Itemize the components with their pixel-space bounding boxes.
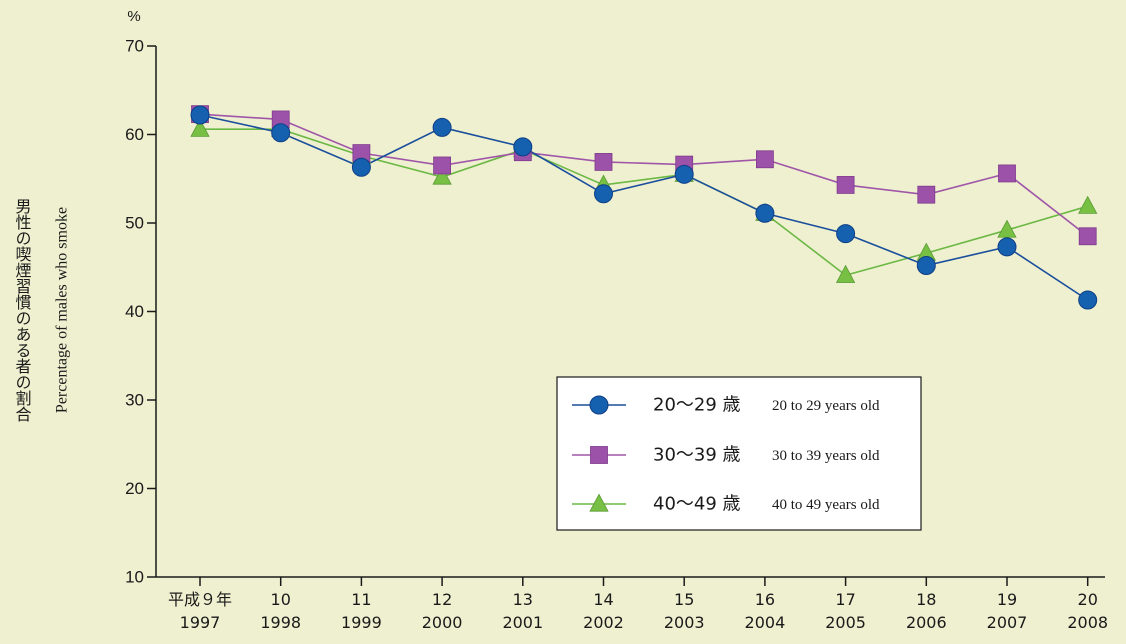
data-point-square bbox=[1078, 227, 1097, 246]
data-point-circle bbox=[916, 255, 936, 275]
legend-label-jp: 30〜39 歳 bbox=[653, 445, 741, 466]
x-tick-label-era: 10 bbox=[271, 590, 291, 609]
legend-label-en: 40 to 49 years old bbox=[772, 497, 880, 513]
legend-marker-circle bbox=[589, 395, 609, 415]
legend-label-jp: 40〜49 歳 bbox=[653, 494, 741, 515]
data-point-circle bbox=[755, 203, 775, 223]
x-tick-label-era: 14 bbox=[593, 590, 613, 609]
data-point-triangle bbox=[1078, 195, 1098, 214]
x-tick-label-year: 2000 bbox=[422, 613, 463, 632]
data-point-square bbox=[998, 164, 1016, 183]
x-tick-label-year: 2001 bbox=[502, 613, 543, 632]
data-point-square bbox=[917, 185, 936, 204]
x-tick-label-year: 1998 bbox=[260, 613, 301, 632]
x-ticks: 平成９年 1997 10 1998 11 1999 12 2000 13 2001 14 2002 15… bbox=[168, 577, 1108, 632]
y-tick-label: 40 bbox=[125, 302, 144, 321]
y-tick-label: 70 bbox=[125, 37, 144, 56]
x-tick-label-year: 2002 bbox=[583, 613, 624, 632]
legend-marker-square bbox=[590, 446, 608, 464]
x-tick-label-era: 17 bbox=[835, 590, 855, 609]
y-tick-label: 50 bbox=[125, 214, 144, 233]
x-tick-label-era: 15 bbox=[674, 590, 694, 609]
y-axis-title-jp: 男性の喫煙習慣のある者の割合 bbox=[13, 198, 32, 422]
data-point-circle bbox=[190, 105, 210, 125]
x-tick-label-era: 平成９年 bbox=[168, 590, 232, 609]
x-tick-label-year: 2003 bbox=[664, 613, 705, 632]
x-tick-label-era: 20 bbox=[1078, 590, 1098, 609]
y-tick-label: 20 bbox=[125, 479, 144, 498]
x-tick-label-era: 18 bbox=[916, 590, 936, 609]
data-point-circle bbox=[836, 224, 856, 244]
data-point-triangle bbox=[835, 264, 856, 283]
data-point-square bbox=[756, 150, 774, 169]
x-tick-label-year: 2008 bbox=[1067, 613, 1108, 632]
x-tick-label-era: 11 bbox=[351, 590, 371, 609]
x-tick-label-year: 2007 bbox=[987, 613, 1028, 632]
data-point-triangle bbox=[190, 118, 210, 137]
legend-entries: 20〜29 歳 20 to 29 years old 30〜39 歳 30 to 39… bbox=[572, 395, 880, 515]
x-tick-label-era: 16 bbox=[755, 590, 775, 609]
data-point-circle bbox=[351, 157, 371, 177]
x-tick-label-year: 2004 bbox=[745, 613, 786, 632]
data-point-circle bbox=[674, 164, 694, 184]
y-axis-title-en: Percentage of males who smoke bbox=[54, 207, 71, 413]
data-point-circle bbox=[997, 237, 1017, 257]
legend-marker-triangle bbox=[589, 493, 609, 512]
data-point-square bbox=[433, 156, 452, 175]
data-point-triangle bbox=[432, 166, 452, 185]
legend-label-en: 30 to 39 years old bbox=[772, 448, 880, 464]
data-point-circle bbox=[271, 123, 291, 143]
legend-label-en: 20 to 29 years old bbox=[772, 398, 880, 414]
x-tick-label-era: 13 bbox=[513, 590, 533, 609]
y-ticks: 10 20 30 40 50 60 70 bbox=[125, 37, 156, 587]
series-lines bbox=[199, 113, 1089, 301]
data-point-square bbox=[594, 153, 613, 171]
y-tick-label: 10 bbox=[125, 568, 144, 587]
x-tick-label-era: 19 bbox=[997, 590, 1017, 609]
data-point-triangle bbox=[997, 219, 1017, 238]
data-point-circle bbox=[1078, 290, 1098, 310]
x-tick-label-era: 12 bbox=[432, 590, 452, 609]
y-unit-label: % bbox=[127, 8, 140, 25]
x-tick-label-year: 2005 bbox=[825, 613, 866, 632]
data-point-circle bbox=[432, 117, 452, 137]
x-tick-label-year: 1999 bbox=[341, 613, 382, 632]
series-line-triangle bbox=[200, 128, 1088, 277]
x-tick-label-year: 2006 bbox=[906, 613, 947, 632]
series-line-square bbox=[199, 113, 1089, 237]
legend: 20〜29 歳 20 to 29 years old 30〜39 歳 30 to 39… bbox=[556, 376, 922, 531]
data-point-circle bbox=[513, 137, 533, 157]
series-markers bbox=[190, 105, 1098, 310]
series-line-circle bbox=[199, 114, 1089, 301]
y-tick-label: 30 bbox=[125, 391, 144, 410]
data-point-circle bbox=[594, 184, 613, 204]
data-point-square bbox=[836, 176, 855, 194]
x-tick-label-year: 1997 bbox=[180, 613, 221, 632]
legend-label-jp: 20〜29 歳 bbox=[653, 395, 741, 416]
y-tick-label: 60 bbox=[125, 125, 144, 144]
